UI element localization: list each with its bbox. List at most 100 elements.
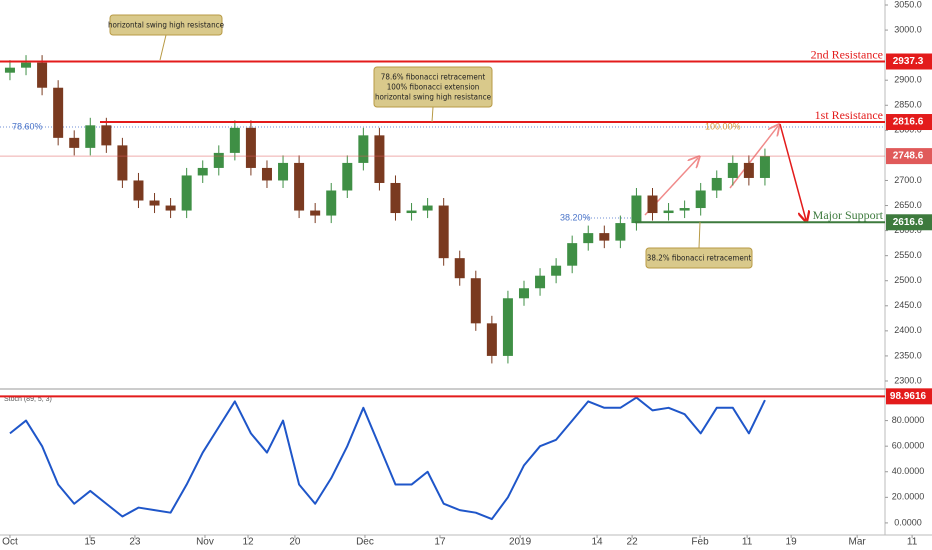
candle-body (743, 162, 754, 178)
candle-body (21, 62, 32, 68)
x-tick-label: 11 (907, 537, 918, 548)
candle-body (133, 180, 144, 201)
candle-body (4, 67, 15, 73)
candle-body (438, 205, 449, 259)
last-value-box (886, 388, 932, 405)
candle-body (37, 62, 48, 88)
x-tick-label: 23 (129, 537, 141, 548)
x-tick-label: 22 (627, 537, 639, 548)
candle-body (406, 210, 417, 214)
candle-body (261, 167, 272, 181)
y-tick-label: 2300.0 (894, 375, 922, 385)
y-tick-label: 2350.0 (894, 350, 922, 360)
candle-body (567, 243, 578, 266)
candle-body (294, 162, 305, 211)
callout-pointer (431, 106, 434, 123)
projection-arrow (729, 126, 778, 189)
candle-body (647, 195, 658, 214)
indicator-name: Stoch (89, 5, 3) (4, 396, 52, 403)
y-tick-label: 2850.0 (894, 100, 922, 110)
y-tick-label: 2700.0 (894, 175, 922, 185)
candle-body (85, 125, 96, 148)
x-tick-label: Oct (2, 537, 18, 548)
candle-body (631, 195, 642, 224)
candle-body (727, 162, 738, 178)
callout-box (109, 14, 223, 36)
candle-body (599, 233, 610, 241)
y-tick-label: 0.0000 (894, 517, 922, 527)
y-tick-label: 2450.0 (894, 300, 922, 310)
candle-body (197, 167, 208, 176)
candle-body (711, 177, 722, 191)
x-tick-label: 11 (742, 537, 753, 548)
candle-body (518, 288, 529, 299)
candle-body (390, 182, 401, 214)
level-value: 2816.6 (893, 117, 924, 128)
callout-pointer (159, 34, 167, 61)
y-tick-label: 3000.0 (894, 24, 922, 34)
stoch-line (9, 396, 766, 521)
x-tick-label: 14 (592, 537, 604, 548)
last-value-label: 98.9616 (890, 391, 927, 402)
fib-label: 38.20% (560, 212, 591, 222)
candle-body (551, 265, 562, 276)
level-name: 1st Resistance (815, 108, 883, 122)
candle-body (229, 127, 240, 153)
candle-body (53, 87, 64, 138)
candle-body (663, 210, 674, 214)
level-value-box (886, 53, 932, 70)
callout-pointer (698, 221, 701, 249)
y-tick-label: 2400.0 (894, 325, 922, 335)
level-value-box (886, 114, 932, 131)
last-price-label: 2748.6 (893, 151, 924, 162)
candle-body (535, 275, 546, 289)
x-tick-label: 12 (242, 537, 254, 548)
callout-text: 38.2% fibonacci retracement (647, 254, 752, 263)
x-tick-label: 17 (434, 537, 446, 548)
candle-body (117, 145, 128, 181)
x-tick-label: Mar (849, 537, 867, 548)
x-tick-label: 19 (786, 537, 798, 548)
callout-box (373, 66, 493, 108)
y-tick-label: 40.0000 (892, 466, 925, 476)
fib-label: 100.00% (705, 121, 741, 131)
callout-text: 100% fibonacci extension (387, 83, 480, 92)
last-price-box (886, 148, 932, 165)
level-name: 2nd Resistance (811, 47, 883, 61)
candle-body (486, 323, 497, 356)
candle-body (679, 208, 690, 211)
y-tick-label: 2650.0 (894, 200, 922, 210)
x-tick-label: 2019 (509, 537, 532, 548)
candle-body (181, 175, 192, 211)
candle-body (695, 190, 706, 209)
y-tick-label: 2900.0 (894, 75, 922, 85)
level-name: Major Support (813, 208, 884, 222)
candle-body (342, 162, 353, 191)
candle-body (583, 233, 594, 244)
candle-body (470, 278, 481, 324)
candle-body (358, 135, 369, 163)
x-tick-label: 15 (84, 537, 96, 548)
x-tick-label: Nov (196, 537, 214, 548)
x-tick-label: Feb (691, 537, 709, 548)
candle-body (165, 205, 176, 211)
candle-body (502, 298, 513, 356)
candle-body (101, 125, 112, 146)
x-tick-label: 20 (289, 537, 301, 548)
y-tick-label: 2550.0 (894, 250, 922, 260)
y-tick-label: 3050.0 (894, 0, 922, 9)
x-tick-label: Dec (356, 537, 374, 548)
y-tick-label: 80.0000 (892, 415, 925, 425)
candle-body (615, 223, 626, 241)
fib-label: 78.60% (12, 121, 43, 131)
target-arrow (779, 123, 806, 220)
candle-body (310, 210, 321, 216)
level-value-box (886, 214, 932, 231)
level-value: 2616.6 (893, 217, 924, 228)
y-tick-label: 2500.0 (894, 275, 922, 285)
y-tick-label: 60.0000 (892, 441, 925, 451)
candle-body (326, 190, 337, 216)
candle-body (454, 258, 465, 279)
candle-body (278, 162, 289, 181)
